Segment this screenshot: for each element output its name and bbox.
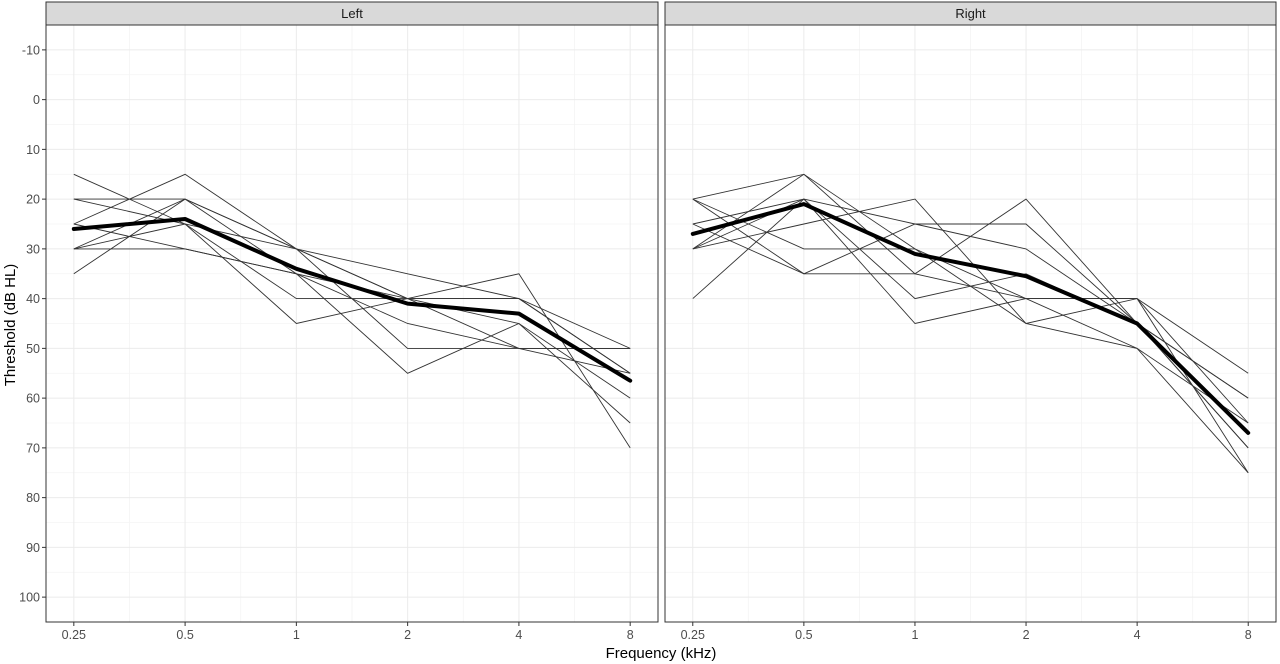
subject-line-8 [73, 248, 631, 424]
x-tick-label: 1 [293, 628, 300, 642]
y-tick-label: 0 [33, 93, 40, 107]
x-tick-label: 2 [1023, 628, 1030, 642]
y-tick-label: 20 [26, 193, 40, 207]
y-tick-label: -10 [22, 43, 40, 57]
y-tick-label: 70 [26, 441, 40, 455]
y-axis-title: Threshold (dB HL) [2, 264, 19, 387]
x-axis-title: Frequency (kHz) [606, 645, 717, 662]
y-tick-label: 100 [19, 591, 40, 605]
x-tick-label: 0.25 [62, 628, 86, 642]
subject-line-1 [692, 173, 1249, 374]
mean-line [71, 217, 633, 383]
facet-strip [664, 1, 1277, 26]
subject-line-9 [73, 223, 631, 349]
x-tick-label: 0.25 [681, 628, 705, 642]
y-tick-label: 10 [26, 143, 40, 157]
x-tick-label: 4 [515, 628, 522, 642]
facet-strip-label: Left [341, 6, 363, 21]
y-tick-label: 30 [26, 242, 40, 256]
facet-strip [45, 1, 659, 26]
y-tick-label: 40 [26, 292, 40, 306]
subject-line-5 [692, 198, 1249, 424]
x-tick-label: 4 [1134, 628, 1141, 642]
panel-right: Right 0.25 0.5 1 2 4 8 [664, 1, 1277, 642]
x-tick-label: 8 [1245, 628, 1252, 642]
y-tick-label: 60 [26, 392, 40, 406]
panel-left: Left 0.25 0.5 1 2 4 8 -10 0 10 20 30 40 50 60 70 80 90 100 [19, 1, 659, 642]
y-tick-label: 90 [26, 541, 40, 555]
subject-line-7 [692, 198, 1249, 399]
subject-line-4 [73, 198, 631, 399]
facet-strip-label: Right [955, 6, 986, 21]
x-tick-label: 2 [404, 628, 411, 642]
x-tick-label: 1 [911, 628, 918, 642]
x-tick-label: 0.5 [795, 628, 812, 642]
x-tick-label: 8 [627, 628, 634, 642]
y-tick-label: 80 [26, 491, 40, 505]
subject-line-6 [692, 198, 1249, 474]
x-tick-label: 0.5 [176, 628, 193, 642]
y-tick-label: 50 [26, 342, 40, 356]
mean-line [690, 202, 1251, 435]
